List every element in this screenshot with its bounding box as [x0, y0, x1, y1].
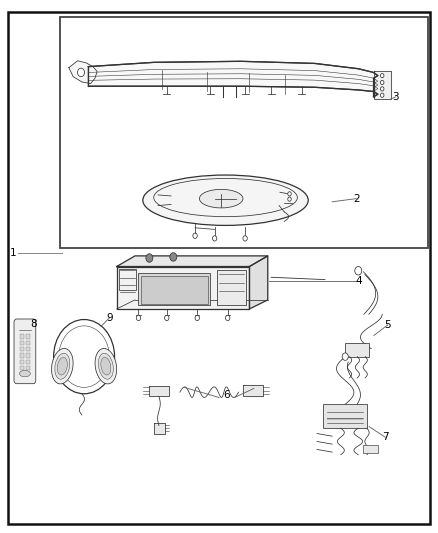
Text: 2: 2	[353, 193, 360, 204]
Circle shape	[288, 192, 291, 196]
Text: 7: 7	[382, 432, 389, 442]
Circle shape	[243, 236, 247, 241]
Polygon shape	[88, 61, 378, 97]
Bar	[60, 17, 428, 248]
Bar	[20, 334, 24, 338]
Circle shape	[381, 80, 384, 85]
Polygon shape	[69, 61, 97, 84]
FancyBboxPatch shape	[14, 319, 36, 384]
Circle shape	[193, 233, 197, 238]
Circle shape	[165, 316, 169, 320]
Polygon shape	[243, 385, 262, 397]
Bar	[20, 360, 24, 364]
Circle shape	[381, 87, 384, 91]
Ellipse shape	[99, 353, 113, 379]
Circle shape	[381, 93, 384, 98]
Bar	[20, 341, 24, 345]
Circle shape	[170, 253, 177, 261]
Ellipse shape	[19, 370, 30, 377]
Polygon shape	[117, 266, 250, 309]
Ellipse shape	[143, 175, 308, 225]
Bar	[20, 347, 24, 351]
Polygon shape	[154, 423, 165, 433]
Text: 4: 4	[356, 276, 363, 286]
Ellipse shape	[55, 353, 70, 379]
Polygon shape	[250, 256, 268, 309]
Bar	[20, 353, 24, 358]
Bar	[26, 353, 30, 358]
Ellipse shape	[57, 357, 67, 375]
Bar	[323, 405, 367, 428]
Bar	[26, 360, 30, 364]
Circle shape	[381, 74, 384, 78]
Circle shape	[342, 353, 348, 360]
Bar	[141, 276, 208, 304]
Bar	[26, 341, 30, 345]
Bar	[119, 269, 136, 290]
Circle shape	[212, 236, 217, 241]
Polygon shape	[117, 256, 268, 266]
Polygon shape	[374, 71, 391, 100]
Bar	[20, 366, 24, 370]
Bar	[26, 334, 30, 338]
Text: 5: 5	[385, 320, 391, 330]
Text: 3: 3	[392, 92, 399, 102]
Ellipse shape	[95, 349, 117, 384]
Circle shape	[146, 254, 153, 262]
Bar	[345, 343, 369, 357]
Circle shape	[136, 316, 141, 320]
Ellipse shape	[101, 357, 111, 375]
Bar	[217, 270, 247, 305]
Bar	[26, 366, 30, 370]
Ellipse shape	[52, 349, 73, 384]
Bar	[26, 347, 30, 351]
Circle shape	[288, 197, 291, 201]
Text: 6: 6	[223, 390, 230, 400]
Text: 9: 9	[106, 313, 113, 323]
Text: 1: 1	[10, 248, 17, 259]
Circle shape	[226, 316, 230, 320]
Circle shape	[195, 316, 199, 320]
Bar	[138, 273, 210, 305]
Bar	[363, 445, 378, 453]
Polygon shape	[149, 386, 169, 397]
Ellipse shape	[199, 189, 243, 208]
Circle shape	[355, 266, 362, 275]
Text: 8: 8	[31, 319, 37, 329]
Circle shape	[78, 68, 85, 77]
